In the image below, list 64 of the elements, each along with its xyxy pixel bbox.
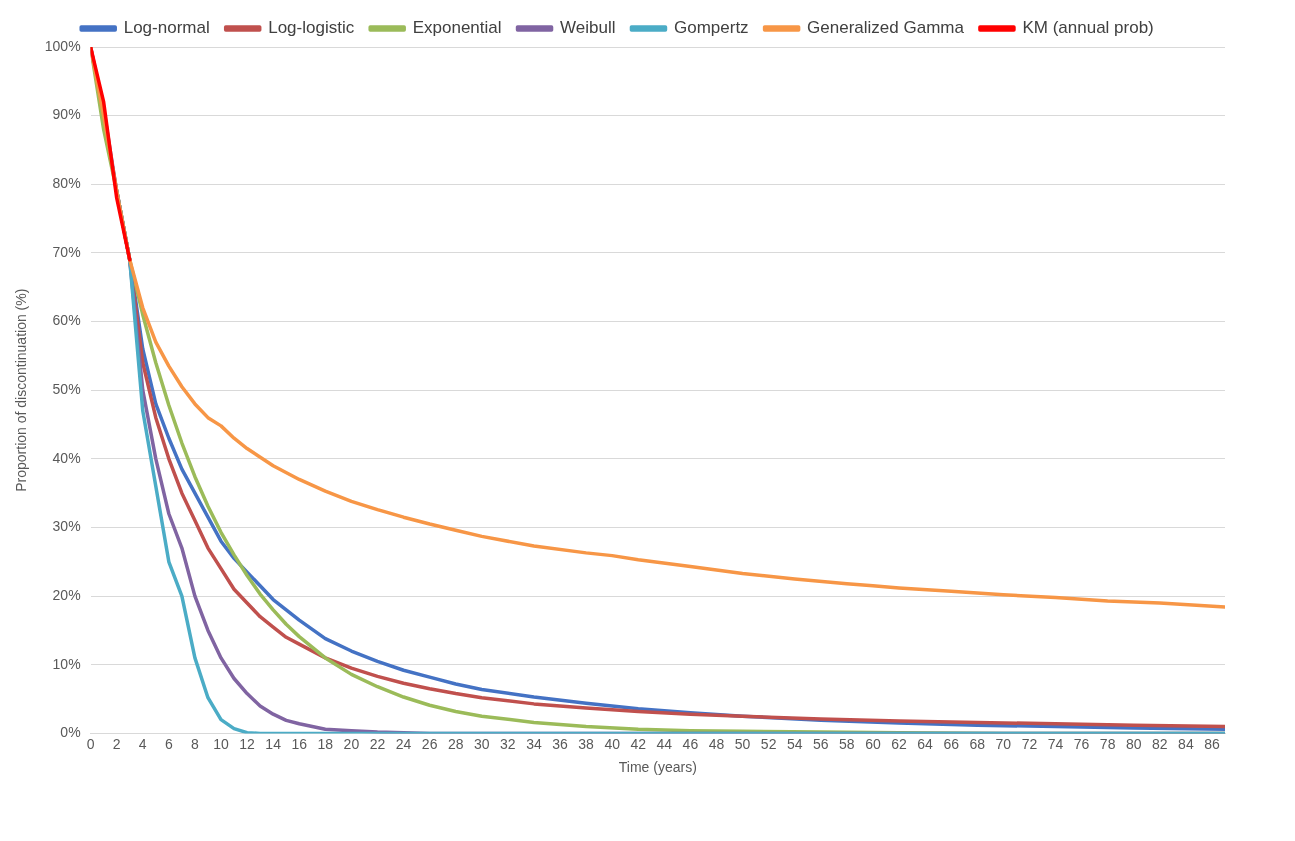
- y-tick-label: 60%: [52, 312, 81, 329]
- y-tick-label: 20%: [52, 586, 81, 603]
- y-tick-label: 70%: [52, 243, 81, 260]
- x-tick-label: 26: [421, 735, 438, 752]
- x-tick-label: 86: [1204, 735, 1220, 752]
- x-axis-title: Time (years): [618, 759, 697, 776]
- x-tick-label: 56: [813, 735, 829, 752]
- x-tick-label: 48: [708, 735, 725, 752]
- x-tick-label: 24: [395, 735, 412, 752]
- x-tick-label: 14: [265, 735, 282, 752]
- x-tick-label: 78: [1099, 735, 1116, 752]
- x-tick-label: 34: [526, 735, 542, 752]
- x-tick-label: 80: [1125, 735, 1142, 752]
- y-tick-label: 0%: [60, 724, 81, 741]
- x-tick-label: 36: [552, 735, 569, 752]
- x-tick-label: 74: [1047, 735, 1064, 752]
- y-axis-title: Proportion of discontinuation (%): [13, 288, 30, 492]
- y-tick-label: 100%: [44, 37, 81, 54]
- x-tick-label: 62: [891, 735, 908, 752]
- legend-label: Weibull: [560, 18, 616, 38]
- legend-label: KM (annual prob): [1022, 18, 1154, 38]
- x-tick-label: 66: [943, 735, 960, 752]
- x-tick-label: 42: [630, 735, 647, 752]
- x-tick-label: 32: [500, 735, 516, 752]
- x-tick-label: 54: [786, 735, 803, 752]
- x-tick-label: 12: [239, 735, 256, 752]
- x-tick-label: 40: [604, 735, 621, 752]
- y-tick-label: 40%: [52, 449, 81, 466]
- x-tick-label: 46: [682, 735, 699, 752]
- y-tick-label: 80%: [52, 175, 81, 192]
- legend-label: Exponential: [412, 18, 502, 38]
- x-tick-label: 70: [995, 735, 1012, 752]
- x-tick-label: 72: [1021, 735, 1038, 752]
- y-tick-label: 50%: [52, 381, 81, 398]
- x-tick-label: 50: [734, 735, 751, 752]
- x-tick-label: 20: [343, 735, 360, 752]
- x-tick-label: 2: [112, 735, 121, 752]
- x-tick-label: 8: [191, 735, 200, 752]
- x-tick-label: 38: [578, 735, 595, 752]
- x-tick-label: 58: [839, 735, 855, 752]
- y-tick-label: 90%: [52, 106, 81, 123]
- legend-label: Log-normal: [123, 18, 210, 38]
- x-tick-label: 84: [1178, 735, 1194, 752]
- x-tick-label: 76: [1073, 735, 1090, 752]
- x-tick-label: 82: [1152, 735, 1168, 752]
- x-tick-label: 18: [317, 735, 334, 752]
- x-tick-label: 0: [86, 735, 95, 752]
- legend-label: Log-logistic: [268, 18, 355, 38]
- legend-label: Generalized Gamma: [807, 18, 965, 38]
- x-tick-label: 6: [164, 735, 173, 752]
- x-tick-label: 64: [917, 735, 934, 752]
- x-tick-label: 30: [473, 735, 490, 752]
- legend-label: Gompertz: [673, 18, 749, 38]
- x-tick-label: 44: [656, 735, 673, 752]
- x-tick-label: 52: [760, 735, 777, 752]
- x-tick-label: 22: [369, 735, 386, 752]
- x-tick-label: 28: [447, 735, 464, 752]
- y-tick-label: 30%: [52, 518, 81, 535]
- x-tick-label: 60: [865, 735, 881, 752]
- x-tick-label: 4: [138, 735, 147, 752]
- y-tick-label: 10%: [52, 655, 81, 672]
- x-tick-label: 10: [213, 735, 229, 752]
- x-tick-label: 16: [291, 735, 308, 752]
- x-tick-label: 68: [969, 735, 986, 752]
